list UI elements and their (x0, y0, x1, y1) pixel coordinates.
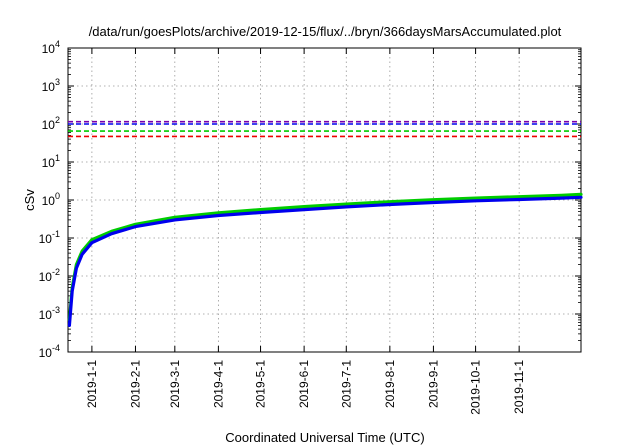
x-axis-label: Coordinated Universal Time (UTC) (225, 430, 424, 445)
x-tick-label: 2019-2-1 (128, 360, 142, 408)
x-tick-label: 2019-6-1 (297, 360, 311, 408)
x-tick-label: 2019-3-1 (168, 360, 182, 408)
x-tick-label: 2019-7-1 (339, 360, 353, 408)
x-tick-label: 2019-9-1 (426, 360, 440, 408)
x-tick-label: 2019-8-1 (383, 360, 397, 408)
y-tick-label: 104 (42, 39, 60, 56)
x-tick-label: 2019-11-1 (512, 360, 526, 414)
chart-title: /data/run/goesPlots/archive/2019-12-15/f… (89, 24, 562, 39)
y-tick-label: 10-3 (39, 305, 60, 322)
y-tick-label: 102 (42, 115, 60, 132)
x-tick-label: 2019-1-1 (85, 360, 99, 408)
y-tick-label: 101 (42, 153, 60, 170)
x-tick-label: 2019-4-1 (211, 360, 225, 408)
x-axis-ticks: 2019-1-1 2019-2-1 2019-3-1 2019-4-1 2019-5-1… (85, 48, 526, 415)
y-tick-label: 100 (42, 191, 60, 208)
y-tick-label: 10-1 (39, 229, 60, 246)
series-group (67, 120, 583, 327)
x-tick-label: 2019-5-1 (254, 360, 268, 408)
y-axis-label: cSv (22, 189, 37, 211)
x-tick-label: 2019-10-1 (469, 360, 483, 415)
series-line-1 (67, 192, 583, 322)
y-tick-label: 10-2 (39, 267, 60, 284)
y-axis-ticks: 10-4 10-3 10-2 10-1 100 101 102 103 104 (39, 39, 581, 360)
y-tick-label: 10-4 (39, 343, 60, 360)
series-line-2 (67, 195, 583, 327)
y-tick-label: 103 (42, 77, 60, 94)
